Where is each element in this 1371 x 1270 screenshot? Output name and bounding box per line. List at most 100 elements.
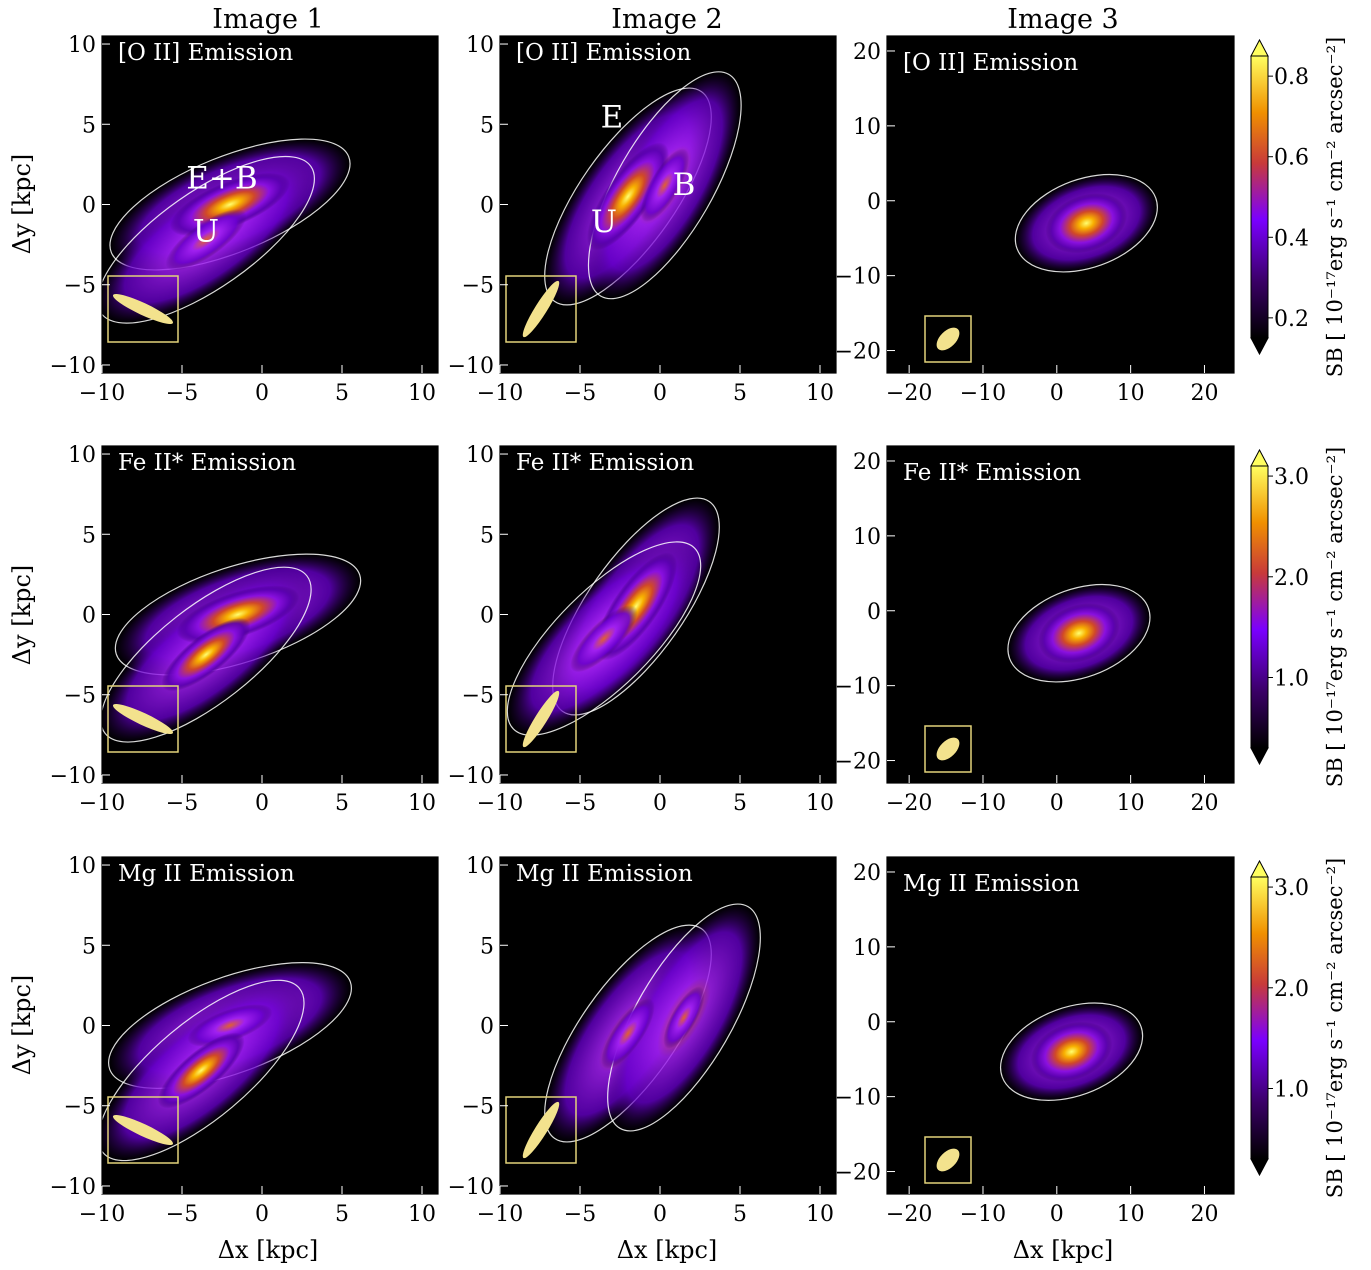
panel-label: Mg II Emission <box>903 871 1080 897</box>
x-axis-label-col-2: Δx [kpc] <box>617 1236 718 1264</box>
colorbar-gradient <box>1250 465 1269 749</box>
y-tick-label: 0 <box>480 194 494 219</box>
y-tick-label: −10 <box>835 1086 881 1111</box>
emission-map <box>544 903 761 1143</box>
beam-ellipse <box>112 1115 174 1145</box>
emission-map <box>544 71 742 306</box>
beam-box <box>505 685 577 753</box>
y-tick-label: 0 <box>480 604 494 629</box>
emission-core <box>165 209 247 271</box>
colorbar-row-2: 3.0 2.0 1.0 SB [ 10⁻¹⁷erg s⁻¹ cm⁻² arcsec⁻²… <box>1250 447 1347 787</box>
y-tick-label: 5 <box>480 523 494 548</box>
x-tick-label: 0 <box>255 1202 269 1227</box>
beam-ellipse <box>522 280 560 338</box>
y-tick-label: 20 <box>853 861 881 886</box>
y-tick-label: −10 <box>448 1175 494 1200</box>
colorbar-row-3: 3.0 2.0 1.0 SB [ 10⁻¹⁷erg s⁻¹ cm⁻² arcsec⁻²… <box>1250 858 1347 1198</box>
y-tick-label: −5 <box>64 274 96 299</box>
emission-core <box>663 986 705 1049</box>
beam-box <box>924 315 972 363</box>
y-tick-label: −20 <box>835 750 881 775</box>
emission-core <box>1045 193 1128 254</box>
y-tick-label: 10 <box>68 33 96 58</box>
colorbar-tick-label: 1.0 <box>1274 667 1309 692</box>
y-tick-label: 10 <box>68 443 96 468</box>
colorbar-label: SB [ 10⁻¹⁷erg s⁻¹ cm⁻² arcsec⁻²] <box>1323 37 1347 377</box>
y-tick-label: −10 <box>50 1175 96 1200</box>
x-tick-label: 0 <box>1050 791 1064 816</box>
x-tick-label: −10 <box>960 1202 1006 1227</box>
panel-r2-c2: Fe II* Emission −10 −5 0 5 10 10 5 0 −5 −10 <box>448 443 837 816</box>
x-tick-label: 10 <box>806 381 834 406</box>
panel-r2-c1: Fe II* Emission −10 −5 0 5 10 10 5 0 −5 −10 <box>50 443 439 816</box>
x-tick-label: 20 <box>1190 791 1218 816</box>
x-tick-label: 0 <box>255 381 269 406</box>
emission-map <box>102 138 351 324</box>
y-tick-label: 10 <box>853 936 881 961</box>
x-tick-label: 5 <box>335 791 349 816</box>
y-axis-label-row-2: Δy [kpc] <box>8 565 36 666</box>
column-title-3: Image 3 <box>1007 4 1118 35</box>
y-tick-label: 10 <box>466 33 494 58</box>
colorbar-tick-label: 0.8 <box>1274 65 1309 90</box>
x-tick-label: −10 <box>79 381 125 406</box>
x-axis-label-col-1: Δx [kpc] <box>218 1236 319 1264</box>
emission-core <box>161 617 251 692</box>
colorbar-tick-label: 0.2 <box>1274 307 1309 332</box>
beam-box <box>924 725 972 773</box>
panel-frame <box>886 35 1235 374</box>
beam-ellipse <box>112 294 174 324</box>
panel-frame <box>886 445 1235 784</box>
colorbar-gradient <box>1250 55 1269 339</box>
emission-map <box>102 962 352 1162</box>
y-tick-label: 10 <box>466 443 494 468</box>
x-tick-label: 0 <box>653 1202 667 1227</box>
x-tick-label: −5 <box>564 1202 596 1227</box>
y-tick-label: 20 <box>853 450 881 475</box>
colorbar-tick-label: 1.0 <box>1274 1078 1309 1103</box>
y-tick-label: 5 <box>480 113 494 138</box>
x-tick-label: −10 <box>79 791 125 816</box>
y-tick-label: −5 <box>64 1095 96 1120</box>
x-tick-label: 10 <box>408 381 436 406</box>
panel-r3-c1: Mg II Emission −10 −5 0 5 10 10 5 0 −5 −10 <box>50 854 439 1227</box>
y-tick-label: −5 <box>462 274 494 299</box>
colorbar-group: 0.8 0.6 0.4 0.2 SB [ 10⁻¹⁷erg s⁻¹ cm⁻² arcse… <box>1250 37 1347 1198</box>
beam-box <box>107 685 179 753</box>
y-tick-label: −10 <box>448 354 494 379</box>
emission-core <box>157 1032 245 1109</box>
y-tick-label: −10 <box>835 675 881 700</box>
colorbar-tick-label: 3.0 <box>1274 465 1309 490</box>
panel-r3-c3: Mg II Emission −20 −10 0 10 20 20 10 0 −10 −20 <box>835 856 1235 1227</box>
colorbar-top-arrow <box>1250 38 1269 57</box>
y-tick-label: 5 <box>82 934 96 959</box>
emission-map <box>506 497 720 736</box>
beam-ellipse <box>936 737 960 761</box>
beam-box <box>505 1096 577 1164</box>
y-tick-label: 0 <box>480 1015 494 1040</box>
panel-label: [O II] Emission <box>903 50 1078 76</box>
emission-map <box>1007 583 1151 683</box>
panel-label: Mg II Emission <box>118 861 295 887</box>
colorbar-top-arrow <box>1250 859 1269 878</box>
x-tick-label: 20 <box>1190 381 1218 406</box>
annotation-label: U <box>193 213 219 249</box>
beam-ellipse <box>936 1148 960 1172</box>
y-tick-label: −5 <box>462 684 494 709</box>
x-tick-label: 0 <box>255 791 269 816</box>
x-tick-label: −10 <box>477 1202 523 1227</box>
colorbar-top-arrow <box>1250 448 1269 467</box>
x-tick-label: −5 <box>564 791 596 816</box>
column-title-1: Image 1 <box>212 4 323 35</box>
y-tick-label: 0 <box>867 1011 881 1036</box>
panel-r1-c2: [O II] Emission E B U −10 −5 0 5 10 10 5 0 −5 −10 <box>448 33 837 406</box>
y-tick-label: −20 <box>835 340 881 365</box>
panel-label: [O II] Emission <box>118 40 293 66</box>
emission-core <box>1030 1021 1113 1082</box>
x-tick-label: 10 <box>806 1202 834 1227</box>
y-tick-label: 20 <box>853 40 881 65</box>
beam-ellipse <box>936 327 960 351</box>
y-tick-label: 5 <box>480 934 494 959</box>
